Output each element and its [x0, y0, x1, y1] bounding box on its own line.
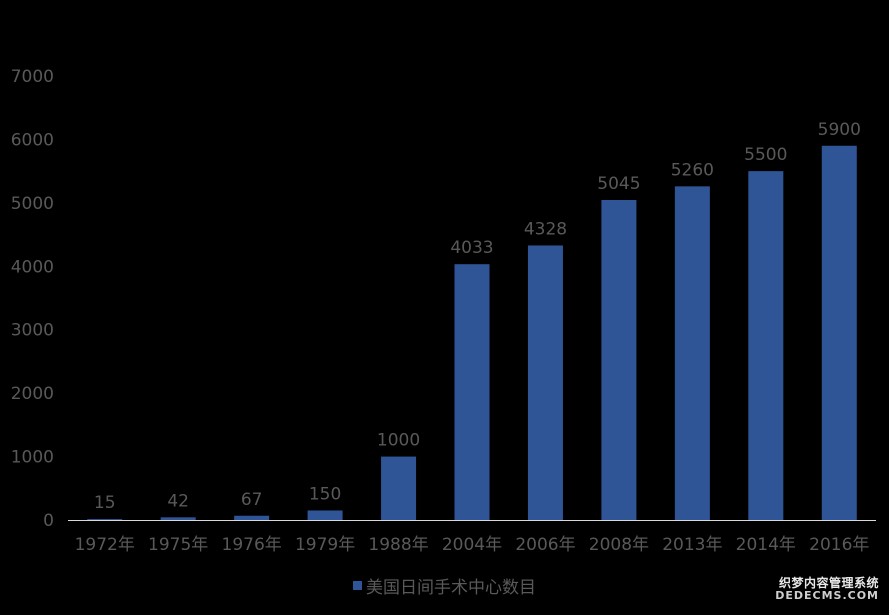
bar	[454, 264, 490, 520]
legend-swatch	[353, 581, 362, 590]
data-labels: 15 42 67 150 1000 4033 4328 5045 5260 5500 5900	[94, 120, 861, 513]
bar	[821, 145, 857, 520]
x-tick-label: 1976年	[222, 535, 282, 555]
bar-data-label: 1000	[377, 431, 420, 451]
bar	[601, 200, 637, 520]
bar	[234, 515, 270, 520]
bar-data-label: 5500	[744, 145, 787, 165]
bars	[87, 145, 857, 520]
y-tick-label: 4000	[11, 257, 54, 277]
bar-data-label: 4328	[524, 219, 567, 239]
bar	[527, 245, 563, 520]
bar	[674, 186, 710, 520]
bar	[748, 171, 784, 520]
x-tick-label: 2014年	[736, 535, 796, 555]
y-tick-label: 1000	[11, 448, 54, 468]
bar-data-label: 5260	[671, 160, 714, 180]
bar-data-label: 4033	[450, 238, 493, 258]
x-tick-label: 2006年	[515, 535, 575, 555]
y-tick-label: 5000	[11, 194, 54, 214]
bar	[87, 519, 123, 520]
bar	[381, 456, 417, 520]
y-tick-label: 3000	[11, 321, 54, 341]
x-tick-label: 1975年	[148, 535, 208, 555]
watermark-line2: DEDECMS.COM	[775, 589, 879, 603]
y-axis-tick-labels: 0 1000 2000 3000 4000 5000 6000 7000	[11, 67, 54, 531]
x-axis-tick-labels: 1972年 1975年 1976年 1979年 1988年 2004年 2006年 2008年…	[75, 535, 870, 555]
bar-data-label: 150	[309, 484, 341, 504]
watermark-logo: 织梦内容管理系统 DEDECMS.COM	[775, 576, 879, 607]
x-tick-label: 2016年	[809, 535, 869, 555]
x-tick-label: 1988年	[368, 535, 428, 555]
x-tick-label: 1979年	[295, 535, 355, 555]
bar-data-label: 5900	[818, 120, 861, 140]
bar	[307, 510, 343, 520]
x-tick-label: 1972年	[75, 535, 135, 555]
x-tick-label: 2004年	[442, 535, 502, 555]
bar-data-label: 15	[94, 493, 116, 513]
y-tick-label: 7000	[11, 67, 54, 87]
bar-data-label: 67	[241, 490, 263, 510]
x-tick-label: 2013年	[662, 535, 722, 555]
bar-data-label: 5045	[597, 174, 640, 194]
legend-label: 美国日间手术中心数目	[366, 578, 536, 598]
y-tick-label: 0	[43, 511, 54, 531]
y-tick-label: 2000	[11, 384, 54, 404]
watermark-line1: 织梦内容管理系统	[778, 576, 879, 590]
x-tick-label: 2008年	[589, 535, 649, 555]
bar-data-label: 42	[167, 491, 189, 511]
y-tick-label: 6000	[11, 130, 54, 150]
legend: 美国日间手术中心数目	[0, 573, 889, 598]
bar	[160, 517, 196, 520]
